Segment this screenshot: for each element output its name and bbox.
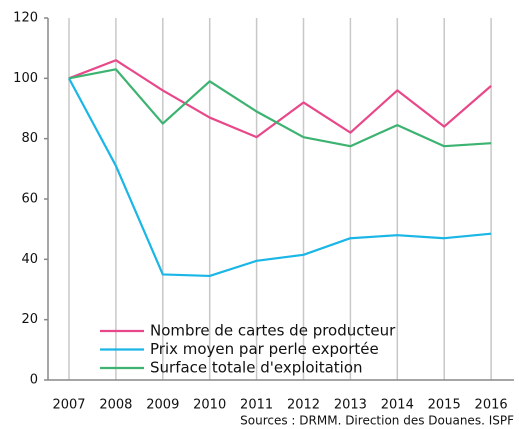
x-tick-label: 2011 bbox=[240, 398, 273, 413]
source-note: Sources : DRMM. Direction des Douanes. I… bbox=[240, 414, 514, 428]
legend-label: Prix moyen par perle exportée bbox=[150, 340, 379, 358]
y-tick-label: 0 bbox=[30, 373, 38, 388]
x-tick-label: 2007 bbox=[52, 398, 85, 413]
y-tick-label: 80 bbox=[21, 131, 38, 146]
y-tick-label: 40 bbox=[21, 252, 38, 267]
x-tick-label: 2008 bbox=[99, 398, 132, 413]
x-tick-label: 2016 bbox=[475, 398, 508, 413]
x-tick-label: 2010 bbox=[193, 398, 226, 413]
y-tick-label: 120 bbox=[13, 11, 38, 26]
legend-label: Nombre de cartes de producteur bbox=[150, 322, 396, 340]
y-tick-label: 100 bbox=[13, 71, 38, 86]
x-tick-label: 2015 bbox=[428, 398, 461, 413]
x-tick-label: 2013 bbox=[334, 398, 367, 413]
y-tick-label: 60 bbox=[21, 192, 38, 207]
legend-label: Surface totale d'exploitation bbox=[150, 359, 363, 377]
x-tick-label: 2009 bbox=[146, 398, 179, 413]
y-tick-label: 20 bbox=[21, 312, 38, 327]
series-line bbox=[68, 77, 492, 278]
series-line bbox=[68, 59, 492, 139]
series-line bbox=[68, 68, 492, 148]
x-tick-label: 2012 bbox=[287, 398, 320, 413]
x-tick-label: 2014 bbox=[381, 398, 414, 413]
